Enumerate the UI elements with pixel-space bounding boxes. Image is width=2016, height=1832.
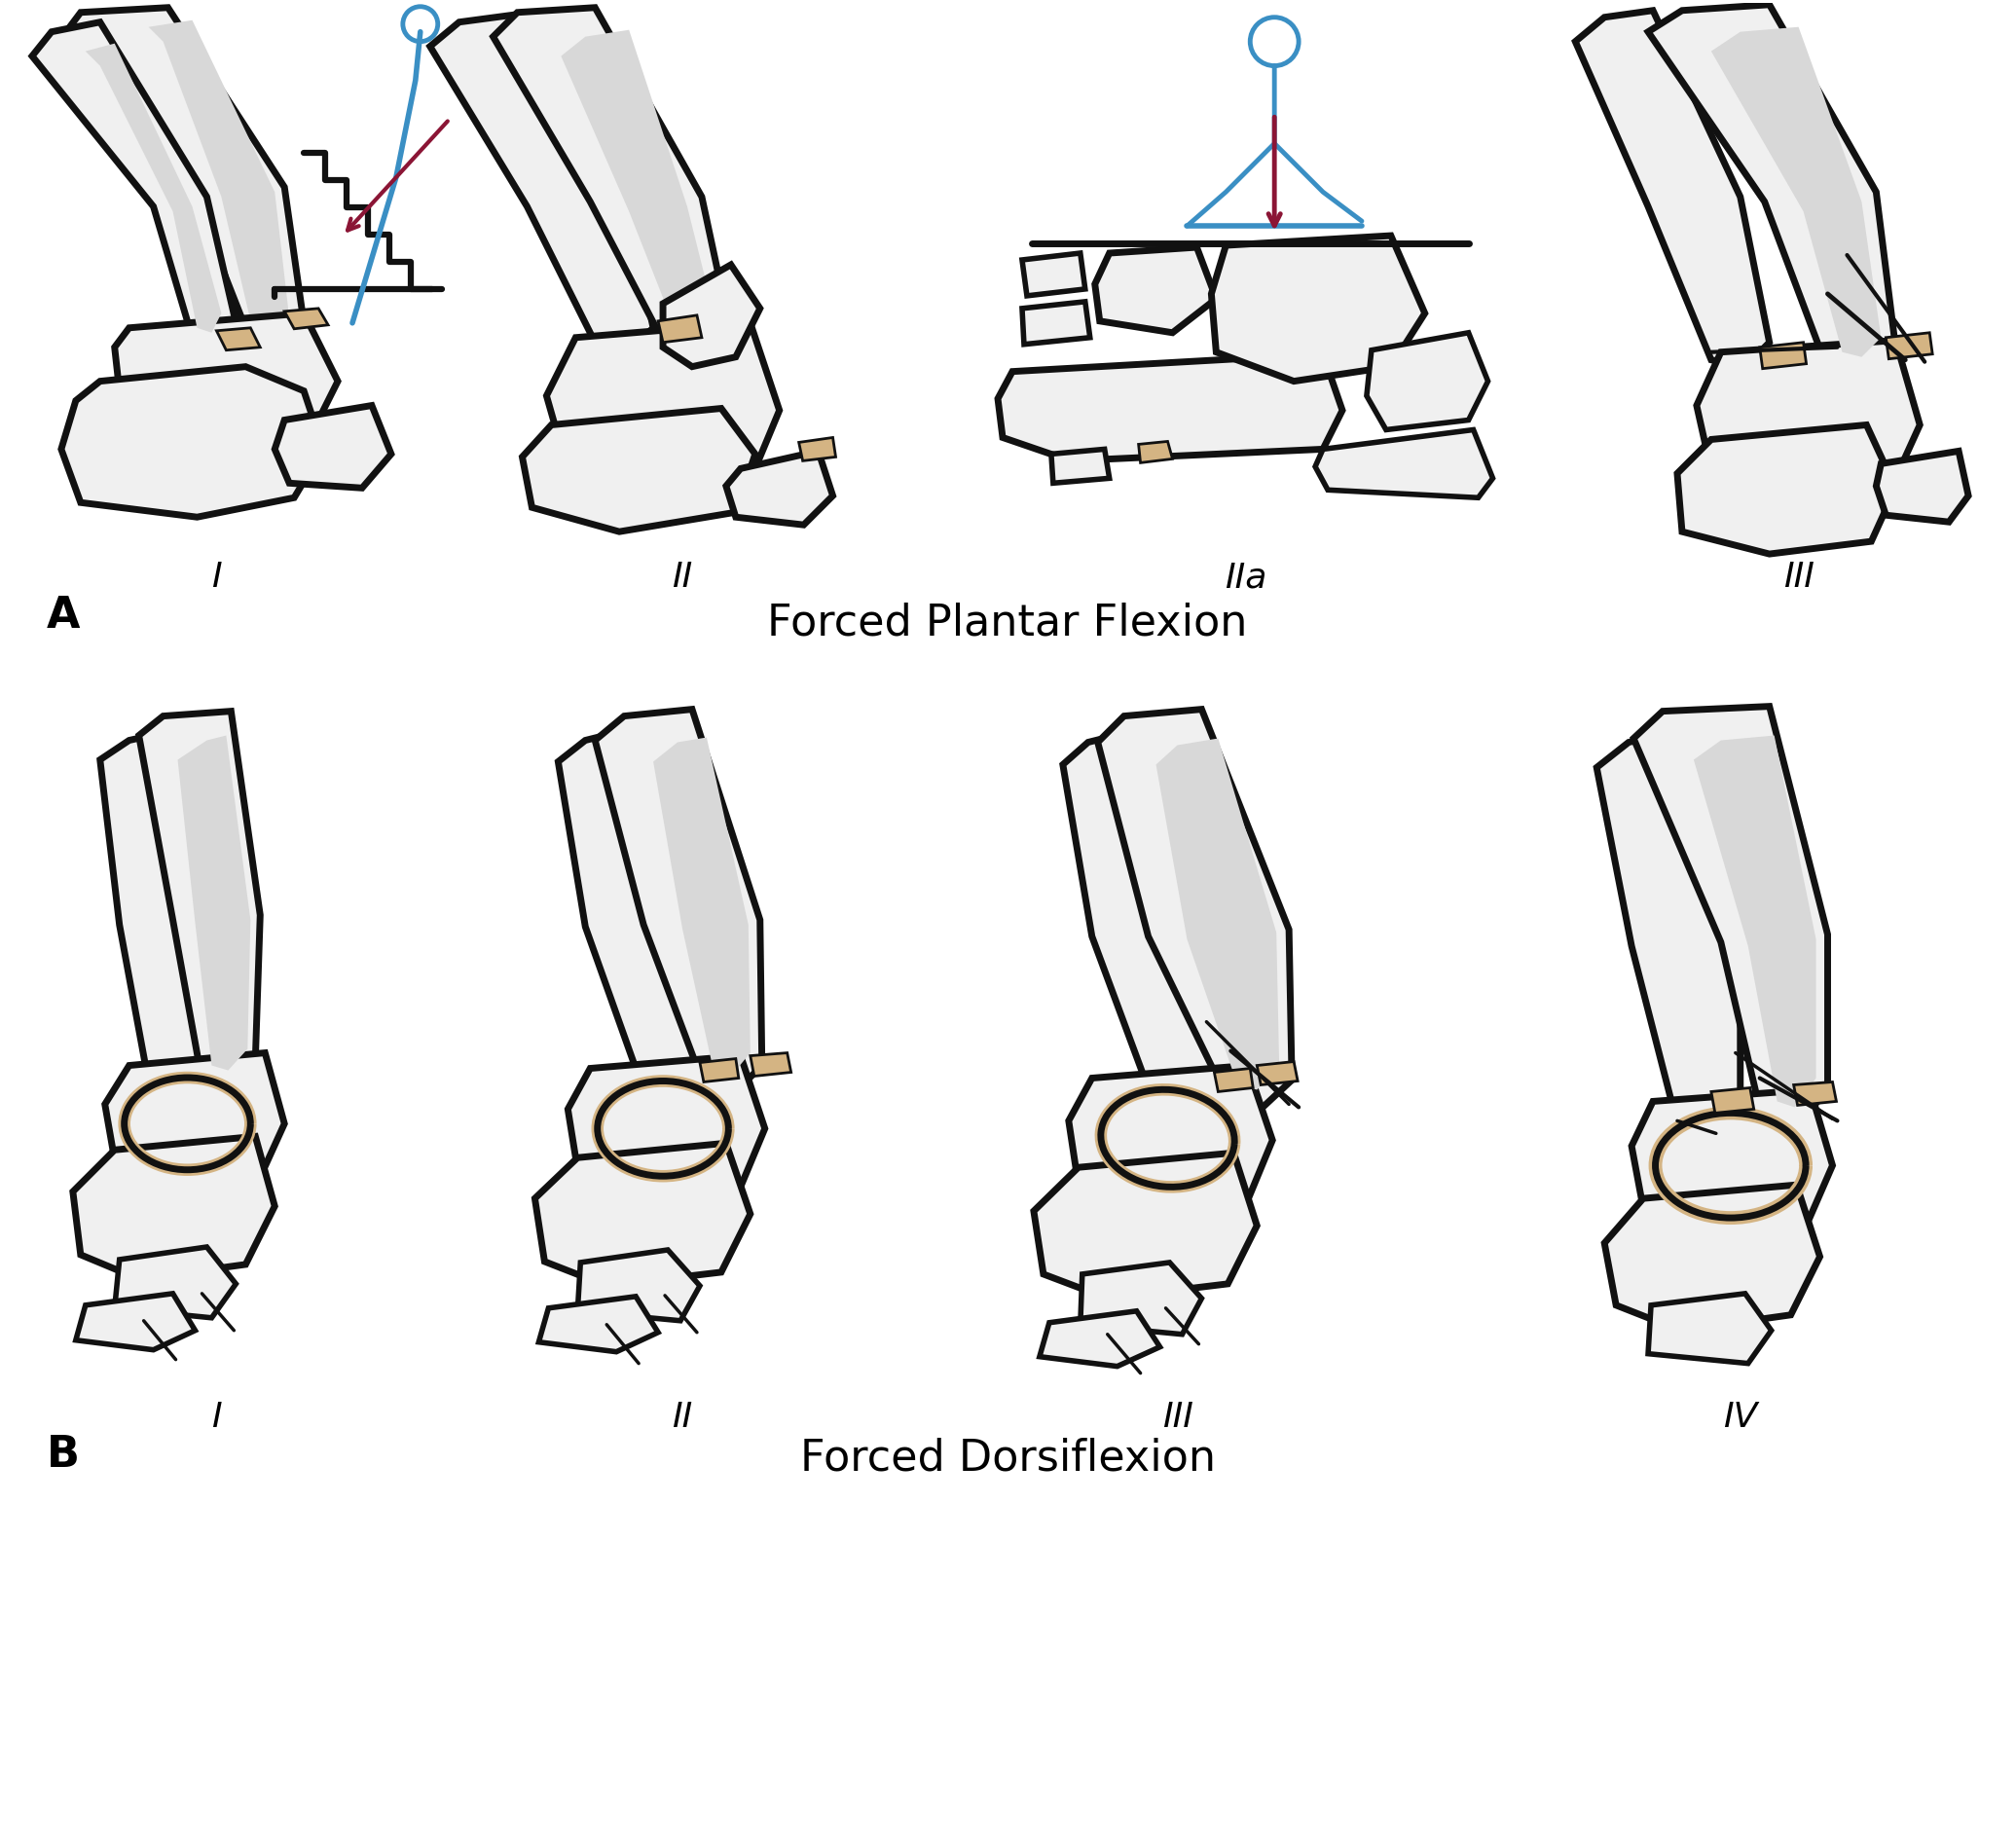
PathPatch shape — [85, 44, 222, 333]
Polygon shape — [700, 1059, 738, 1083]
PathPatch shape — [77, 1293, 196, 1350]
Text: Forced Dorsiflexion: Forced Dorsiflexion — [800, 1436, 1216, 1478]
Polygon shape — [1139, 442, 1173, 463]
Text: IIa: IIa — [1224, 561, 1266, 594]
PathPatch shape — [32, 22, 236, 343]
PathPatch shape — [522, 409, 756, 531]
PathPatch shape — [1314, 431, 1492, 498]
PathPatch shape — [726, 451, 833, 524]
PathPatch shape — [1712, 27, 1881, 357]
PathPatch shape — [73, 1136, 274, 1279]
Text: I: I — [212, 1400, 222, 1433]
PathPatch shape — [534, 1143, 750, 1286]
PathPatch shape — [1697, 341, 1919, 498]
Text: III: III — [1782, 561, 1814, 594]
PathPatch shape — [1062, 731, 1218, 1110]
PathPatch shape — [1574, 11, 1770, 366]
PathPatch shape — [1649, 5, 1895, 376]
Text: II: II — [671, 561, 694, 594]
Polygon shape — [1256, 1061, 1298, 1085]
PathPatch shape — [663, 266, 760, 366]
PathPatch shape — [67, 7, 304, 348]
Polygon shape — [798, 438, 837, 462]
PathPatch shape — [560, 29, 716, 341]
PathPatch shape — [101, 731, 202, 1090]
PathPatch shape — [274, 405, 391, 487]
PathPatch shape — [998, 354, 1343, 462]
PathPatch shape — [1034, 1152, 1256, 1299]
Text: B: B — [46, 1434, 81, 1477]
PathPatch shape — [577, 1249, 700, 1321]
PathPatch shape — [149, 20, 288, 337]
PathPatch shape — [1212, 236, 1425, 381]
Text: II: II — [671, 1400, 694, 1433]
PathPatch shape — [1597, 731, 1740, 1134]
PathPatch shape — [1081, 1262, 1202, 1334]
PathPatch shape — [429, 15, 653, 350]
PathPatch shape — [1022, 253, 1085, 295]
PathPatch shape — [494, 7, 732, 357]
Polygon shape — [1214, 1068, 1254, 1092]
Polygon shape — [1885, 333, 1933, 359]
PathPatch shape — [1022, 302, 1091, 344]
PathPatch shape — [1649, 1293, 1772, 1363]
Text: Forced Plantar Flexion: Forced Plantar Flexion — [768, 603, 1248, 645]
Text: IV: IV — [1724, 1400, 1758, 1433]
PathPatch shape — [1099, 709, 1292, 1107]
PathPatch shape — [595, 709, 762, 1092]
PathPatch shape — [653, 738, 750, 1075]
Text: A: A — [46, 595, 81, 636]
PathPatch shape — [538, 1297, 657, 1352]
PathPatch shape — [1095, 247, 1216, 333]
PathPatch shape — [139, 711, 260, 1085]
PathPatch shape — [60, 366, 323, 517]
PathPatch shape — [177, 735, 250, 1070]
PathPatch shape — [105, 1053, 284, 1187]
PathPatch shape — [1050, 449, 1109, 484]
Polygon shape — [750, 1053, 790, 1075]
PathPatch shape — [1068, 1066, 1272, 1215]
PathPatch shape — [546, 322, 780, 487]
Polygon shape — [1712, 1088, 1754, 1114]
PathPatch shape — [1155, 738, 1280, 1090]
PathPatch shape — [1605, 1185, 1820, 1330]
PathPatch shape — [115, 1248, 236, 1317]
Polygon shape — [284, 308, 329, 328]
PathPatch shape — [1040, 1312, 1159, 1367]
PathPatch shape — [558, 729, 704, 1094]
PathPatch shape — [1631, 1090, 1833, 1237]
PathPatch shape — [569, 1055, 764, 1198]
PathPatch shape — [1367, 333, 1488, 431]
Text: I: I — [212, 561, 222, 594]
PathPatch shape — [115, 313, 339, 449]
PathPatch shape — [1677, 425, 1895, 553]
PathPatch shape — [1693, 735, 1816, 1107]
Polygon shape — [1760, 343, 1806, 368]
Polygon shape — [657, 315, 702, 343]
Polygon shape — [1794, 1083, 1837, 1105]
PathPatch shape — [1877, 451, 1968, 522]
Polygon shape — [216, 328, 260, 350]
Text: III: III — [1161, 1400, 1193, 1433]
PathPatch shape — [1633, 707, 1829, 1123]
